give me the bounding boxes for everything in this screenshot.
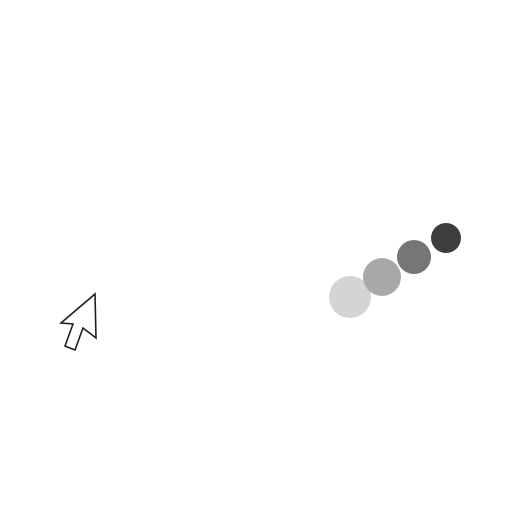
dot-trail [329, 223, 461, 318]
trail-dot-lightest [329, 276, 371, 318]
trail-dot-dark [397, 240, 431, 274]
trail-dot-darkest [431, 223, 461, 253]
arrow-cursor-icon [59, 292, 97, 352]
trail-dot-light [363, 258, 401, 296]
